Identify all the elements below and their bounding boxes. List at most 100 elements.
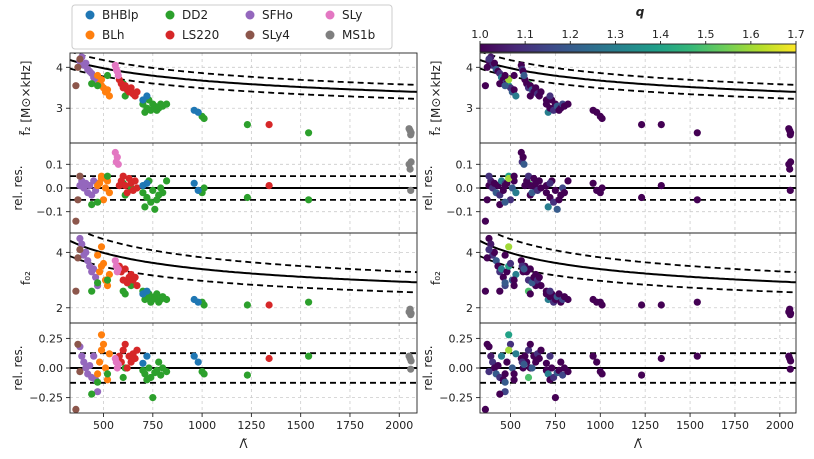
data-point-blh (105, 350, 113, 358)
data-point-ls220 (133, 346, 141, 354)
data-point-dd2 (550, 198, 558, 206)
data-point-ls220 (121, 340, 129, 348)
data-point-dd2 (638, 371, 646, 379)
q-colorbar: 1.0 1.1 1.2 1.3 1.4 1.5 1.6 1.7 q (471, 5, 805, 53)
data-point-dd2 (149, 394, 157, 402)
data-point-dd2 (564, 177, 572, 185)
x-tick-label: 1750 (721, 419, 749, 432)
data-point-dd2 (163, 100, 171, 108)
data-point-blh (506, 196, 515, 204)
data-points (72, 234, 415, 319)
data-point-bhblp (593, 108, 601, 116)
data-point-ls220 (127, 84, 135, 92)
fit-line (480, 240, 796, 284)
legend-item-ms1b: MS1b (325, 28, 375, 42)
data-point-dd2 (510, 370, 518, 378)
data-point-ls220 (537, 88, 545, 96)
y-tick-label: 3 (56, 102, 63, 115)
data-point-sfho (84, 257, 92, 265)
x-tick-label: 1250 (237, 419, 265, 432)
data-point-sfho (82, 59, 90, 67)
data-point-bhblp (593, 186, 601, 194)
data-point-sly (114, 360, 122, 368)
data-point-sly4 (72, 82, 80, 90)
y-axis-label: f₀₂ (429, 271, 443, 285)
data-point-blh (103, 86, 112, 94)
data-point-ls220 (528, 279, 536, 287)
data-point-ms1b (406, 165, 414, 173)
data-point-ls220 (535, 354, 543, 363)
data-point-dd2 (149, 186, 157, 194)
colorbar-tick-label: 1.3 (607, 28, 625, 41)
y-tick-label: 0.00 (39, 362, 64, 375)
data-point-sly4 (483, 63, 491, 71)
y-tick-label: 0.0 (46, 182, 64, 195)
data-point-ls220 (657, 354, 665, 363)
y-axis-label: f̃₂ [M⊙×kHz] (429, 61, 443, 136)
data-point-blh (510, 376, 518, 384)
data-points (481, 234, 795, 319)
colorbar-gradient (479, 43, 797, 53)
data-point-dd2 (200, 301, 208, 309)
data-point-bhblp (190, 179, 198, 187)
data-point-sfho (497, 352, 506, 360)
data-point-ls220 (521, 182, 529, 190)
data-point-dd2 (638, 121, 646, 129)
data-point-blh (97, 243, 106, 251)
y-tick-label: 4 (56, 61, 63, 74)
data-point-dd2 (551, 186, 560, 194)
data-point-sfho (94, 388, 102, 396)
data-point-bhblp (589, 352, 597, 360)
y-axis-label: rel. res. (11, 345, 25, 390)
data-point-bhblp (143, 287, 151, 295)
data-point-ls220 (535, 177, 543, 185)
data-point-blh (94, 182, 102, 190)
colorbar-label: q (636, 5, 645, 19)
data-point-ls220 (526, 265, 534, 273)
data-point-ls220 (265, 182, 273, 190)
left-panel-f2: 3 4 f̃₂ [M⊙×kHz] (19, 52, 418, 146)
data-point-dd2 (151, 205, 159, 213)
legend-box (71, 4, 393, 50)
data-point-dd2 (544, 203, 552, 211)
y-axis-label: rel. res. (11, 165, 25, 210)
data-point-dd2 (524, 373, 533, 382)
x-tick-label: 1500 (287, 419, 315, 432)
data-point-dd2 (551, 394, 560, 402)
data-point-ls220 (123, 189, 131, 197)
data-point-ms1b (786, 165, 794, 173)
data-point-sfho (92, 273, 100, 281)
fit-band-upper (71, 53, 417, 86)
data-point-dd2 (119, 373, 127, 382)
data-point-sly (114, 160, 122, 168)
data-point-dd2 (598, 370, 606, 378)
data-point-dd2 (94, 378, 102, 386)
data-point-ls220 (537, 282, 545, 290)
right-column-q: 3 4 f̃₂ [M⊙×kHz] −0.1 0.0 0.1 rel. res. 2 4 f₀₂ −0… (421, 52, 797, 451)
legend-label: SLy (342, 8, 362, 22)
data-point-dd2 (88, 287, 96, 295)
data-point-ls220 (123, 279, 131, 287)
data-point-ls220 (265, 301, 273, 309)
data-point-sfho (494, 362, 502, 370)
data-point-dd2 (557, 358, 565, 366)
data-point-ls220 (657, 301, 665, 309)
data-point-ms1b (407, 186, 415, 194)
data-point-blh (505, 331, 513, 339)
y-tick-label: 4 (56, 246, 63, 259)
data-point-bhblp (194, 186, 202, 194)
y-tick-label: 0.25 (449, 332, 474, 345)
data-point-dd2 (145, 364, 153, 372)
left-panel-res_f02: −0.25 0.00 0.25 rel. res. (11, 322, 418, 417)
x-tick-label: 1250 (631, 419, 659, 432)
x-axis-label: Λ̃ (239, 437, 248, 451)
data-point-blh (508, 364, 516, 372)
data-point-bhblp (546, 179, 554, 187)
data-point-ls220 (133, 184, 141, 192)
legend-label: SLy4 (262, 28, 290, 42)
data-point-dd2 (200, 184, 208, 192)
data-point-ms1b (407, 357, 415, 365)
data-point-blh (97, 174, 106, 183)
data-point-blh (512, 350, 520, 358)
x-tick-label: 750 (142, 419, 163, 432)
